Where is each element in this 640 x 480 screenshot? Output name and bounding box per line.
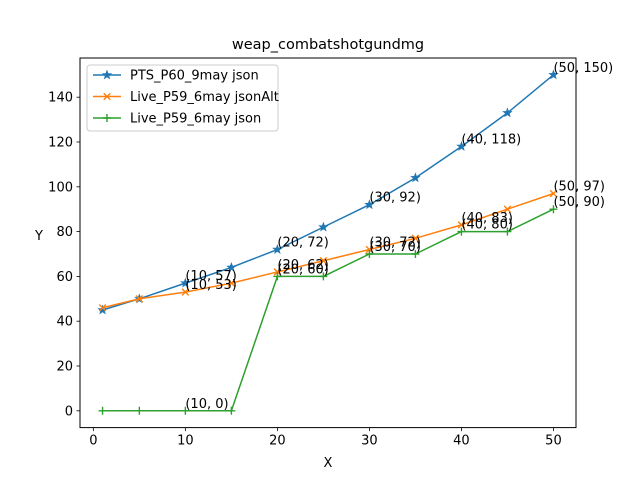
legend-entry: PTS_P60_9may json bbox=[93, 69, 259, 84]
data-label: (30, 92) bbox=[369, 191, 421, 206]
data-point bbox=[549, 189, 558, 198]
data-label: (10, 0) bbox=[185, 397, 228, 412]
y-axis: 0 20 40 60 80 100 120 140 bbox=[48, 91, 80, 419]
data-point bbox=[135, 295, 144, 303]
data-point bbox=[364, 199, 375, 210]
data-point bbox=[98, 303, 107, 312]
data-point bbox=[548, 69, 559, 80]
series-3 bbox=[98, 205, 558, 415]
data-point bbox=[503, 205, 512, 213]
data-point bbox=[365, 250, 374, 258]
y-axis-label: Y bbox=[34, 229, 43, 244]
data-label: (10, 57) bbox=[185, 269, 237, 284]
legend: PTS_P60_9may json Live_P59_6may jsonAlt Li… bbox=[86, 64, 279, 132]
data-point bbox=[181, 288, 190, 296]
data-point bbox=[272, 244, 283, 254]
legend-label: Live_P59_6may json bbox=[130, 112, 261, 127]
x-axis-label: X bbox=[324, 456, 333, 471]
data-point bbox=[227, 279, 236, 287]
x-tick-label: 40 bbox=[453, 434, 470, 449]
x-tick-label: 30 bbox=[361, 434, 378, 449]
x-tick-label: 20 bbox=[269, 434, 286, 449]
legend-entry: Live_P59_6may jsonAlt bbox=[93, 90, 279, 105]
data-point bbox=[411, 250, 420, 258]
data-label: (50, 97) bbox=[553, 180, 605, 195]
data-point bbox=[318, 221, 329, 232]
y-tick-label: 120 bbox=[48, 136, 73, 151]
y-tick-label: 140 bbox=[48, 91, 73, 106]
data-label: (50, 150) bbox=[553, 61, 613, 76]
legend-marker bbox=[101, 69, 113, 80]
legend-entry: Live_P59_6may json bbox=[93, 112, 261, 127]
data-point bbox=[457, 227, 466, 236]
data-point bbox=[135, 406, 144, 415]
data-label: (50, 90) bbox=[553, 195, 605, 210]
data-point bbox=[226, 261, 237, 272]
data-label: (40, 80) bbox=[461, 218, 512, 233]
x-tick-label: 10 bbox=[177, 434, 194, 449]
data-point bbox=[365, 245, 374, 254]
data-point bbox=[410, 172, 421, 183]
data-point bbox=[456, 141, 467, 151]
x-axis: 0 10 20 30 40 50 bbox=[89, 427, 562, 449]
series-1 bbox=[97, 69, 559, 315]
data-point bbox=[273, 268, 282, 276]
y-tick-label: 100 bbox=[48, 180, 73, 195]
data-point bbox=[319, 256, 328, 265]
data-point bbox=[411, 234, 420, 243]
data-point bbox=[97, 304, 108, 315]
plot-area: (10, 57) (20, 72) (30, 92) (40, 118) (50, 15… bbox=[97, 61, 613, 415]
chart-title: weap_combatshotgundmg bbox=[232, 37, 424, 53]
data-label: (10, 53) bbox=[185, 278, 237, 293]
data-point bbox=[319, 272, 328, 281]
data-label: (20, 72) bbox=[277, 236, 329, 251]
y-tick-label: 80 bbox=[56, 225, 73, 240]
plot-frame bbox=[79, 57, 577, 429]
data-label: (40, 83) bbox=[461, 211, 512, 226]
data-point bbox=[180, 277, 191, 288]
data-label: (20, 62) bbox=[277, 258, 329, 273]
y-tick-label: 40 bbox=[56, 315, 73, 330]
data-label: (30, 72) bbox=[369, 236, 421, 251]
data-label: (40, 118) bbox=[461, 132, 521, 147]
data-point bbox=[503, 227, 512, 236]
legend-label: Live_P59_6may jsonAlt bbox=[130, 90, 279, 105]
legend-box bbox=[86, 64, 279, 132]
x-tick-label: 50 bbox=[545, 434, 562, 449]
legend-label: PTS_P60_9may json bbox=[130, 69, 259, 84]
data-point bbox=[227, 406, 236, 415]
y-tick-label: 60 bbox=[56, 270, 73, 285]
data-point bbox=[273, 272, 282, 281]
data-label: (20, 60) bbox=[277, 262, 329, 277]
series-2 bbox=[98, 189, 558, 312]
legend-marker bbox=[103, 92, 111, 101]
data-point bbox=[181, 406, 190, 415]
y-tick-label: 20 bbox=[56, 360, 73, 375]
y-tick-label: 0 bbox=[65, 404, 73, 419]
x-tick-label: 0 bbox=[89, 434, 97, 449]
legend-marker bbox=[103, 114, 111, 122]
data-point bbox=[457, 221, 466, 229]
data-point bbox=[98, 406, 107, 415]
data-point bbox=[549, 205, 558, 214]
data-point bbox=[502, 107, 513, 118]
data-label: (30, 70) bbox=[369, 240, 421, 255]
